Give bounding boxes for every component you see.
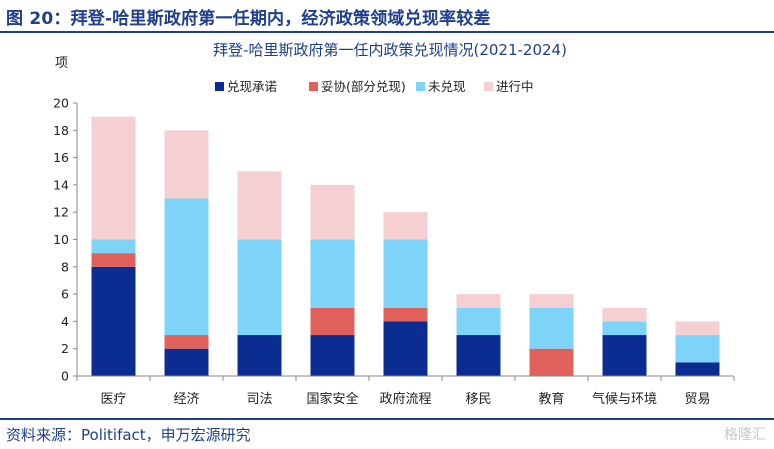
bars bbox=[91, 116, 720, 376]
bar-segment-移民-进行中 bbox=[456, 294, 501, 308]
bottom-rule bbox=[0, 418, 774, 420]
y-tick-label: 8 bbox=[61, 259, 69, 274]
bar-segment-医疗-兑现承诺 bbox=[91, 266, 136, 376]
y-tick-label: 10 bbox=[53, 232, 69, 247]
x-tick-label: 经济 bbox=[173, 392, 199, 407]
x-axis: 医疗 经济 司法 国家安全 政府流程 移民 教育 气候与环境 贸易 bbox=[76, 375, 735, 407]
bar-segment-医疗-进行中 bbox=[91, 116, 136, 240]
legend-swatch-2 bbox=[416, 82, 425, 91]
legend-swatch-3 bbox=[484, 82, 493, 91]
bar-segment-贸易-未兑现 bbox=[675, 335, 720, 363]
x-tick-label: 移民 bbox=[465, 392, 491, 407]
legend-swatch-0 bbox=[215, 82, 224, 91]
chart-title: 拜登-哈里斯政府第一任内政策兑现情况(2021-2024) bbox=[213, 41, 567, 59]
bar-segment-移民-未兑现 bbox=[456, 307, 501, 336]
y-tick-label: 12 bbox=[53, 205, 69, 220]
bar-segment-政府流程-兑现承诺 bbox=[383, 321, 428, 376]
bar-segment-贸易-兑现承诺 bbox=[675, 362, 720, 376]
bar-segment-经济-未兑现 bbox=[164, 198, 209, 336]
bar-segment-医疗-未兑现 bbox=[91, 239, 136, 254]
y-tick-label: 2 bbox=[61, 341, 69, 356]
bar-segment-经济-进行中 bbox=[164, 130, 209, 199]
bar-segment-司法-进行中 bbox=[237, 171, 282, 240]
bar-segment-政府流程-进行中 bbox=[383, 212, 428, 240]
y-tick-label: 16 bbox=[53, 150, 69, 165]
x-tick-label: 教育 bbox=[538, 391, 564, 407]
legend-label-3: 进行中 bbox=[496, 79, 534, 94]
y-tick-label: 6 bbox=[61, 287, 69, 302]
y-tick-label: 4 bbox=[61, 314, 69, 329]
legend-swatch-1 bbox=[309, 82, 318, 91]
bar-segment-气候与环境-进行中 bbox=[602, 307, 647, 322]
bar-segment-司法-未兑现 bbox=[237, 239, 282, 336]
bar-segment-国家安全-妥协(部分兑现) bbox=[310, 307, 355, 336]
y-tick-label: 20 bbox=[53, 96, 69, 111]
y-axis: 0 2 4 6 8 10 12 14 16 18 20 bbox=[53, 96, 78, 384]
bar-segment-政府流程-未兑现 bbox=[383, 239, 428, 308]
x-tick-label: 政府流程 bbox=[379, 392, 431, 407]
bar-segment-司法-兑现承诺 bbox=[237, 335, 282, 376]
bar-segment-贸易-进行中 bbox=[675, 321, 720, 336]
bar-segment-国家安全-兑现承诺 bbox=[310, 335, 355, 376]
bar-segment-移民-兑现承诺 bbox=[456, 335, 501, 376]
bar-segment-政府流程-妥协(部分兑现) bbox=[383, 307, 428, 322]
top-rule bbox=[0, 31, 774, 33]
figure-title: 图 20：拜登-哈里斯政府第一任期内，经济政策领域兑现率较差 bbox=[6, 9, 491, 29]
legend-label-0: 兑现承诺 bbox=[227, 79, 277, 94]
legend-label-2: 未兑现 bbox=[428, 79, 466, 94]
x-tick-label: 司法 bbox=[246, 392, 272, 407]
bar-segment-经济-妥协(部分兑现) bbox=[164, 335, 209, 349]
bar-segment-气候与环境-未兑现 bbox=[602, 321, 647, 336]
bar-segment-气候与环境-兑现承诺 bbox=[602, 335, 647, 376]
x-tick-label: 医疗 bbox=[100, 392, 126, 407]
x-tick-label: 气候与环境 bbox=[592, 391, 657, 407]
y-tick-label: 0 bbox=[61, 369, 69, 384]
bar-segment-国家安全-未兑现 bbox=[310, 239, 355, 308]
x-tick-label: 国家安全 bbox=[306, 391, 358, 407]
bar-segment-教育-妥协(部分兑现) bbox=[529, 348, 574, 376]
y-tick-label: 14 bbox=[53, 177, 69, 192]
source-note: 资料来源：Politifact，申万宏源研究 bbox=[6, 426, 251, 444]
bar-segment-教育-未兑现 bbox=[529, 307, 574, 349]
bar-segment-医疗-妥协(部分兑现) bbox=[91, 253, 136, 267]
legend-label-1: 妥协(部分兑现) bbox=[321, 79, 406, 94]
legend: 兑现承诺 妥协(部分兑现) 未兑现 进行中 bbox=[215, 79, 534, 94]
bar-segment-国家安全-进行中 bbox=[310, 184, 355, 240]
y-axis-label: 项 bbox=[55, 56, 68, 71]
bar-segment-经济-兑现承诺 bbox=[164, 348, 209, 376]
y-tick-label: 18 bbox=[53, 123, 69, 138]
watermark: 格隆汇 bbox=[724, 427, 766, 443]
bar-segment-教育-进行中 bbox=[529, 294, 574, 308]
x-tick-label: 贸易 bbox=[684, 392, 710, 407]
